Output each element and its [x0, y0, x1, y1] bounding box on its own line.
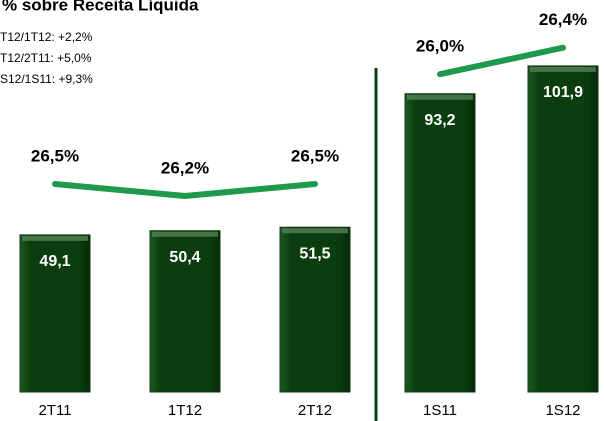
x-tick-label: 1S12 — [545, 402, 580, 419]
x-tick-label: 2T12 — [298, 402, 332, 419]
chart-title: % sobre Receita Líquida — [2, 0, 199, 14]
line — [52, 181, 318, 199]
data-label: 51,5 — [299, 245, 330, 262]
bar — [19, 234, 91, 393]
data-label: 26,2% — [161, 158, 209, 177]
bar — [527, 65, 599, 393]
data-label: 26,5% — [31, 146, 79, 165]
data-label: 49,1 — [39, 253, 70, 270]
x-tick-label: 2T11 — [38, 402, 71, 419]
bar-bevel — [407, 94, 473, 100]
bar-bevel — [152, 231, 218, 237]
line — [437, 44, 566, 78]
annotation: T12/2T11: +5,0% — [0, 51, 92, 65]
x-tick-label: 1T12 — [168, 402, 202, 419]
bar — [279, 226, 351, 393]
bar — [404, 93, 476, 393]
data-label: 93,2 — [424, 112, 455, 129]
data-label: 26,5% — [291, 146, 339, 165]
annotation: T12/1T12: +2,2% — [0, 30, 93, 44]
bar-bevel — [22, 235, 88, 241]
data-label: 26,0% — [416, 37, 464, 56]
bar-bevel — [282, 228, 348, 234]
data-label: 101,9 — [543, 84, 583, 101]
data-label: 26,4% — [539, 10, 587, 29]
annotation: S12/1S11: +9,3% — [0, 72, 93, 86]
x-tick-label: 1S11 — [423, 402, 457, 419]
bar-bevel — [530, 66, 596, 72]
data-label: 50,4 — [169, 249, 200, 266]
bar — [149, 230, 221, 393]
